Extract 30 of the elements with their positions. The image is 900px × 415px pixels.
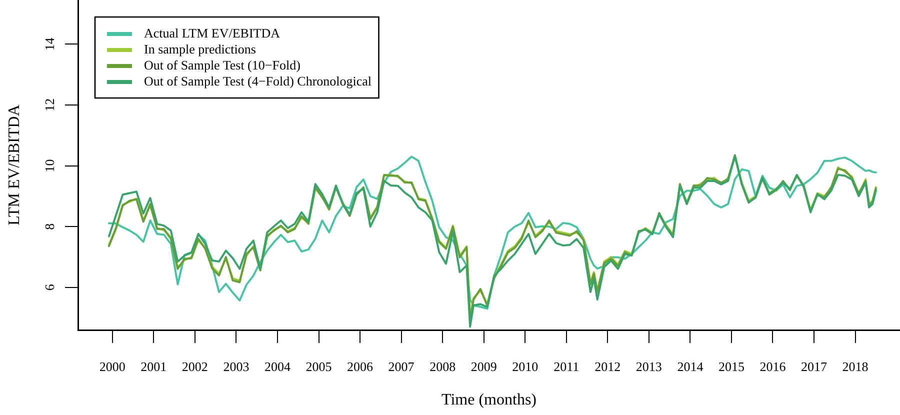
x-axis-title: Time (months) xyxy=(442,392,536,409)
y-tick-label: 10 xyxy=(42,159,57,172)
legend-label: In sample predictions xyxy=(144,41,256,56)
x-tick-label: 2001 xyxy=(140,359,167,374)
x-tick-label: 2007 xyxy=(388,359,415,374)
x-tick-label: 2005 xyxy=(306,359,332,374)
legend-label: Out of Sample Test (10−Fold) xyxy=(144,57,300,72)
y-tick-label: 6 xyxy=(42,284,57,291)
x-tick-label: 2003 xyxy=(223,359,250,374)
x-tick-label: 2012 xyxy=(594,359,621,374)
y-axis-title: LTM EV/EBITDA xyxy=(6,104,23,226)
y-tick-label: 8 xyxy=(42,223,57,230)
x-tick-label: 2009 xyxy=(470,359,497,374)
x-tick-label: 2004 xyxy=(264,359,291,374)
x-tick-label: 2008 xyxy=(430,359,456,374)
y-tick-label: 12 xyxy=(42,98,57,112)
x-tick-label: 2002 xyxy=(182,359,208,374)
x-tick-label: 2015 xyxy=(718,359,744,374)
x-tick-label: 2016 xyxy=(760,359,786,374)
x-tick-label: 2014 xyxy=(677,359,704,374)
x-tick-label: 2018 xyxy=(842,359,868,374)
y-tick-label: 14 xyxy=(42,37,57,51)
x-tick-label: 2013 xyxy=(636,359,662,374)
legend-label: Out of Sample Test (4−Fold) Chronological xyxy=(144,73,372,88)
x-tick-label: 2006 xyxy=(347,359,374,374)
x-tick-label: 2000 xyxy=(99,359,126,374)
x-tick-label: 2017 xyxy=(801,359,828,374)
x-tick-label: 2010 xyxy=(512,359,538,374)
x-tick-label: 2011 xyxy=(554,359,580,374)
legend-label: Actual LTM EV/EBITDA xyxy=(144,25,281,40)
